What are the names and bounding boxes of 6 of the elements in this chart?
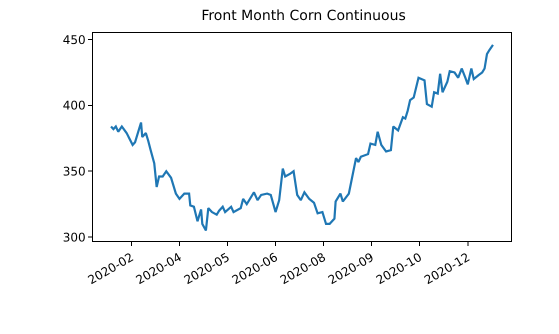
line-series — [110, 44, 494, 232]
y-tick-label: 400 — [62, 98, 86, 113]
y-tick-label: 300 — [62, 230, 86, 244]
chart-title: Front Month Corn Continuous — [201, 8, 406, 24]
y-tick-label: 450 — [62, 32, 86, 47]
y-tick-label: 350 — [62, 164, 86, 178]
